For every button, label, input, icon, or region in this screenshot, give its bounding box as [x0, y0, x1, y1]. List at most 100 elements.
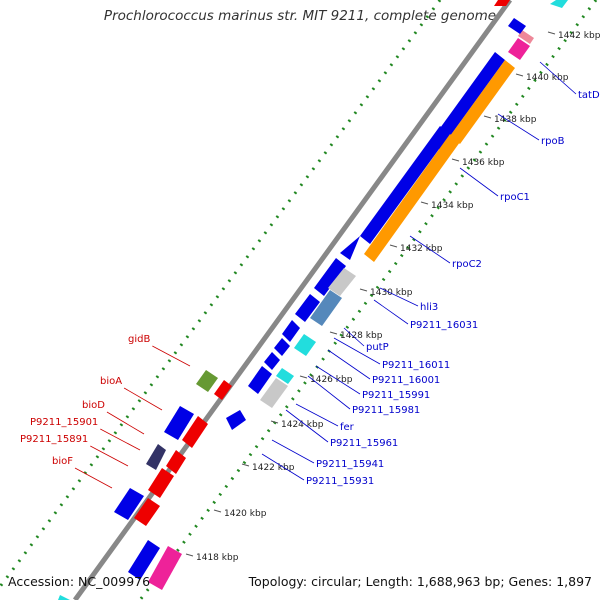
map-title: Prochlorococcus marinus str. MIT 9211, c…: [103, 8, 497, 24]
gene-blue-lower[interactable]: [128, 540, 160, 580]
label-leader-putP: [343, 327, 365, 347]
gene-rpoC1-orange[interactable]: [364, 134, 460, 262]
gene-hli3[interactable]: [314, 258, 346, 296]
kbp-tick-label: 1440 kbp: [526, 73, 569, 83]
gene-label-rpoC1[interactable]: rpoC1: [500, 192, 530, 203]
inner-strand-genes: [114, 0, 526, 526]
gene-rpoB[interactable]: [430, 52, 505, 150]
kbp-tick-mark: [389, 244, 398, 248]
kbp-tick-mark: [213, 509, 222, 513]
gene-label-gidB[interactable]: gidB: [128, 334, 150, 345]
gene-magenta-lower[interactable]: [148, 546, 182, 590]
label-leader-P9211_15931: [261, 453, 305, 481]
gene-rpoC1[interactable]: [360, 126, 450, 244]
gene-gidB[interactable]: [196, 370, 218, 392]
gene-tatD[interactable]: [508, 38, 530, 60]
label-leader-P9211_16011: [333, 337, 381, 365]
label-leader-tatD: [539, 61, 577, 95]
label-leader-rpoC2: [409, 235, 451, 264]
gene-P9211_15891[interactable]: [166, 450, 186, 474]
gene-label-P9211_15901[interactable]: P9211_15901: [30, 417, 98, 428]
gene-P9211_16011[interactable]: [274, 338, 290, 356]
gene-steel[interactable]: [310, 290, 342, 326]
gene-label-tatD[interactable]: tatD: [578, 90, 600, 101]
gene-label-P9211_15991[interactable]: P9211_15991: [362, 390, 430, 401]
gene-red-top[interactable]: [494, 0, 510, 6]
label-leader-gidB: [152, 345, 191, 367]
kbp-tick-label: 1424 kbp: [281, 420, 324, 430]
gene-fer[interactable]: [226, 410, 246, 430]
kbp-tick-label: 1436 kbp: [462, 158, 505, 168]
label-leader-hli3: [379, 287, 419, 307]
kbp-tick-mark: [547, 31, 556, 35]
gene-red-low[interactable]: [134, 498, 160, 526]
label-leader-bioD: [106, 411, 145, 435]
gene-bioD-blue[interactable]: [164, 406, 194, 440]
gene-label-P9211_15941[interactable]: P9211_15941: [316, 459, 384, 470]
gene-label-P9211_15931[interactable]: P9211_15931: [306, 476, 374, 487]
gene-label-putP[interactable]: putP: [366, 342, 389, 353]
gene-label-P9211_15981[interactable]: P9211_15981: [352, 405, 420, 416]
label-leader-rpoB: [497, 113, 540, 141]
label-leader-P9211_15941: [271, 439, 315, 464]
genome-summary: Topology: circular; Length: 1,688,963 bp…: [248, 574, 592, 589]
gene-cyan-2[interactable]: [276, 368, 294, 384]
gene-label-P9211_15961[interactable]: P9211_15961: [330, 438, 398, 449]
gene-label-fer[interactable]: fer: [340, 422, 355, 433]
label-leader-bioF: [74, 467, 113, 489]
kbp-tick-label: 1426 kbp: [310, 375, 353, 385]
dotted-guide-0: [138, 0, 598, 600]
gene-red-mid[interactable]: [148, 468, 174, 498]
gene-P9211_15981[interactable]: [248, 366, 272, 394]
gene-putP[interactable]: [282, 320, 300, 342]
kbp-ticks: 1418 kbp 1420 kbp 1422 kbp 1424 kbp 1426 kbp…: [185, 31, 600, 563]
label-leader-bioA: [123, 387, 163, 411]
label-leader-P9211_15991: [315, 365, 361, 395]
gene-gray-1[interactable]: [328, 268, 356, 296]
gene-label-bioA[interactable]: bioA: [100, 376, 122, 387]
kbp-tick-mark: [359, 288, 368, 292]
kbp-tick-mark: [329, 331, 338, 335]
gene-label-rpoB[interactable]: rpoB: [541, 136, 565, 147]
gene-rpoC2[interactable]: [340, 236, 360, 260]
gene-cyan-top[interactable]: [550, 0, 568, 8]
label-leader-P9211_15901: [100, 428, 141, 451]
label-leader-rpoC1: [459, 167, 499, 197]
kbp-tick-mark: [451, 158, 460, 162]
kbp-tick-mark: [483, 115, 492, 119]
kbp-tick-label: 1422 kbp: [252, 463, 295, 473]
gene-cyan-bottom[interactable]: [58, 595, 70, 600]
gene-label-hli3[interactable]: hli3: [420, 302, 438, 313]
gene-label-P9211_16001[interactable]: P9211_16001: [372, 375, 440, 386]
gene-gray-2[interactable]: [260, 378, 288, 408]
gene-label-bioF[interactable]: bioF: [52, 456, 73, 467]
gene-labels-right: tatD rpoB rpoC1 rpoC2 hli3 P9211_16031 putP P92…: [261, 61, 600, 487]
gene-label-rpoC2[interactable]: rpoC2: [452, 259, 482, 270]
gene-bioF[interactable]: [114, 488, 144, 520]
gene-bioD[interactable]: [182, 416, 208, 448]
kbp-tick-mark: [515, 73, 524, 77]
gene-label-P9211_16011[interactable]: P9211_16011: [382, 360, 450, 371]
gene-pink-top[interactable]: [518, 30, 534, 44]
label-leader-P9211_16001: [327, 349, 371, 380]
gene-label-bioD[interactable]: bioD: [82, 400, 105, 411]
kbp-tick-label: 1418 kbp: [196, 553, 239, 563]
label-leader-P9211_16031: [373, 299, 409, 325]
label-leader-fer: [295, 403, 339, 427]
kbp-tick-mark: [241, 463, 250, 467]
gene-bioA[interactable]: [214, 380, 232, 400]
gene-blue-top[interactable]: [508, 18, 526, 34]
kbp-tick-mark: [185, 553, 194, 557]
gene-rpoB-orange[interactable]: [450, 60, 515, 144]
kbp-tick-mark: [420, 201, 429, 205]
gene-P9211_15901[interactable]: [146, 444, 166, 470]
gene-cyan-1[interactable]: [294, 334, 316, 356]
gene-P9211_16001[interactable]: [264, 352, 280, 370]
kbp-tick-mark: [270, 420, 279, 424]
gene-label-P9211_16031[interactable]: P9211_16031: [410, 320, 478, 331]
label-leader-P9211_15961: [285, 409, 329, 443]
gene-P9211_16031[interactable]: [295, 294, 320, 322]
gene-label-P9211_15891[interactable]: P9211_15891: [20, 434, 88, 445]
